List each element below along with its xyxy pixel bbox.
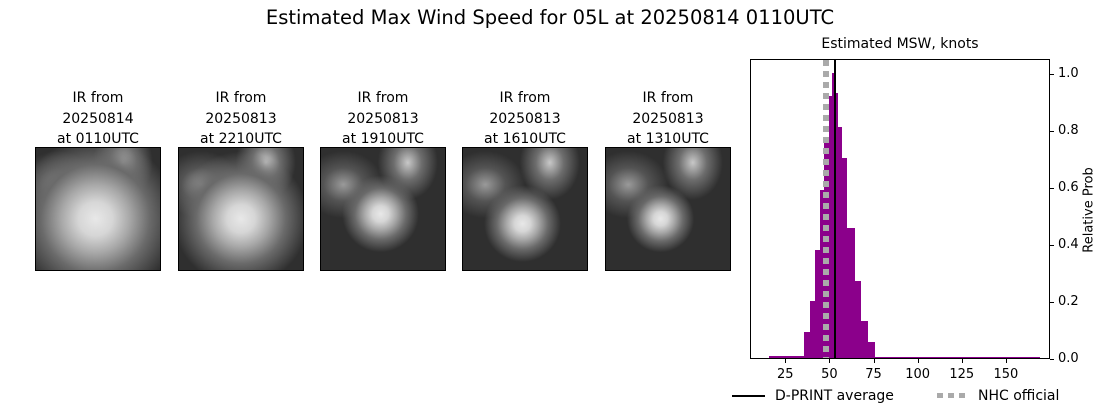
satellite-ir-image (35, 147, 161, 271)
histogram-bar (861, 320, 868, 358)
histogram-bar (769, 356, 805, 358)
ir-panel: IR from 20250813 at 1910UTC (320, 88, 446, 271)
x-tick (829, 359, 831, 363)
y-tick (1050, 130, 1054, 132)
satellite-ir-image (462, 147, 588, 271)
y-tick-label: 0.2 (1058, 293, 1079, 309)
y-tick-label: 0.4 (1058, 236, 1079, 252)
satellite-ir-image (320, 147, 446, 271)
ir-panel: IR from 20250813 at 1610UTC (462, 88, 588, 271)
x-tick (917, 359, 919, 363)
chart-title: Estimated MSW, knots (821, 36, 979, 52)
y-axis-label: Relative Prob (1081, 167, 1097, 253)
dotted-line-icon (937, 393, 970, 398)
y-tick (1050, 301, 1054, 303)
histogram-bar (835, 92, 839, 358)
ir-caption: IR from 20250813 at 1910UTC (342, 90, 424, 147)
histogram-bar (810, 300, 816, 358)
ir-caption: IR from 20250814 at 0110UTC (57, 90, 139, 147)
satellite-ir-image (178, 147, 304, 271)
x-tick (1005, 359, 1007, 363)
histogram-bar (829, 96, 833, 358)
x-tick (785, 359, 787, 363)
legend-label: NHC official (978, 388, 1060, 404)
ir-panel: IR from 20250813 at 2210UTC (178, 88, 304, 271)
x-tick (873, 359, 875, 363)
ir-panel: IR from 20250813 at 1310UTC (605, 88, 731, 271)
ir-caption: IR from 20250813 at 1310UTC (627, 90, 709, 147)
y-tick-label: 0.8 (1058, 122, 1079, 138)
y-tick (1050, 73, 1054, 75)
nhc-official-line (822, 60, 829, 358)
ir-panel: IR from 20250814 at 0110UTC (35, 88, 161, 271)
dprint-average-line (834, 60, 837, 358)
histogram-bar (804, 332, 811, 358)
histogram-bar (838, 126, 843, 358)
x-tick (961, 359, 963, 363)
x-tick-label: 100 (905, 367, 931, 382)
ir-caption: IR from 20250813 at 2210UTC (200, 90, 282, 147)
ir-caption: IR from 20250813 at 1610UTC (484, 90, 566, 147)
histogram-bar (842, 158, 848, 358)
x-tick-label: 75 (865, 367, 882, 382)
figure-title: Estimated Max Wind Speed for 05L at 2025… (265, 6, 835, 29)
histogram-bar (847, 228, 856, 358)
solid-line-icon (732, 395, 765, 397)
histogram-bar (815, 249, 821, 358)
histogram-bar (820, 189, 825, 358)
histogram-plot-area (750, 59, 1050, 359)
y-tick (1050, 187, 1054, 189)
histogram-bar (855, 280, 862, 358)
histogram-bar (868, 342, 876, 358)
histogram-bar (832, 72, 836, 358)
y-tick-label: 0.6 (1058, 179, 1079, 195)
x-tick-label: 25 (777, 367, 794, 382)
y-tick-label: 1.0 (1058, 65, 1079, 81)
histogram-bar (875, 357, 1041, 358)
satellite-ir-image (605, 147, 731, 271)
x-tick-label: 150 (993, 367, 1019, 382)
legend-label: D-PRINT average (775, 388, 894, 404)
y-tick-label: 0.0 (1058, 351, 1079, 366)
x-tick-label: 125 (949, 367, 975, 382)
y-tick (1050, 359, 1054, 360)
x-tick-label: 50 (821, 367, 838, 382)
y-tick (1050, 244, 1054, 246)
